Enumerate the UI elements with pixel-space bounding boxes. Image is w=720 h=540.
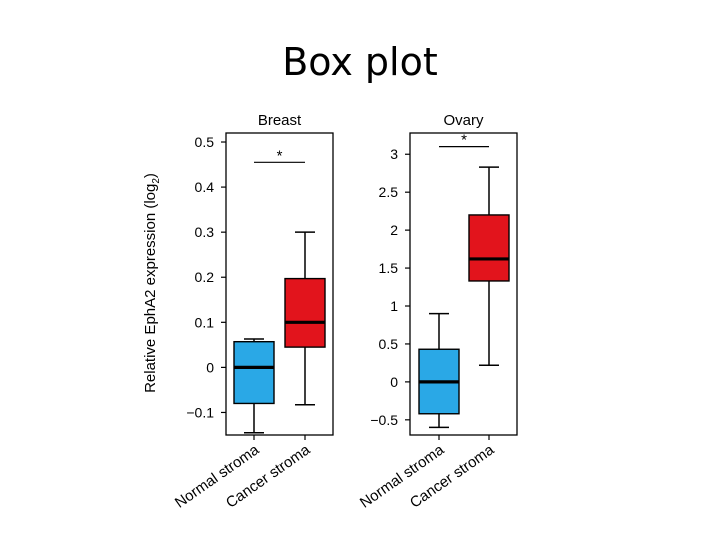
box-cancer-stroma — [284, 231, 326, 406]
x-tick-label: Normal stroma — [172, 441, 263, 512]
y-tick-label: 0.5 — [195, 134, 215, 150]
significance-marker: * — [277, 147, 283, 164]
y-tick-label: 0.4 — [195, 179, 215, 195]
y-tick-label: −0.1 — [186, 404, 214, 420]
significance-marker: * — [461, 132, 467, 149]
box-cancer-stroma — [468, 166, 510, 366]
x-tick-label: Cancer stroma — [407, 441, 498, 512]
y-tick-label: −0.5 — [370, 412, 398, 428]
plot-frame — [409, 132, 518, 436]
y-tick-label: 0.2 — [195, 269, 215, 285]
y-tick-label: 0.1 — [195, 314, 215, 330]
panel-ovary: Ovary −0.5 0 0.5 1 1.5 2 2.5 3 Normal stromaCance… — [357, 112, 518, 512]
y-tick-label: 0 — [390, 374, 398, 390]
y-tick-label: 0 — [206, 359, 214, 375]
box-normal-stroma — [418, 312, 460, 429]
panel-title: Breast — [258, 112, 302, 129]
y-tick-label: 2 — [390, 222, 398, 238]
y-tick-label: 0.3 — [195, 224, 215, 240]
y-tick-label: 0.5 — [379, 336, 399, 352]
y-tick-label: 2.5 — [379, 184, 399, 200]
y-tick-label: 1 — [390, 298, 398, 314]
y-tick-label: 1.5 — [379, 260, 399, 276]
x-tick-label: Normal stroma — [357, 441, 448, 512]
plot-frame — [225, 132, 334, 436]
iqr-box — [284, 277, 326, 348]
iqr-box — [468, 214, 510, 282]
y-tick-label: 3 — [390, 146, 398, 162]
slide-title: Box plot — [282, 40, 438, 84]
y-axis-label: Relative EphA2 expression (log2) — [142, 173, 162, 393]
panel-title: Ovary — [443, 112, 484, 129]
iqr-box — [233, 340, 275, 405]
box-normal-stroma — [233, 338, 275, 434]
